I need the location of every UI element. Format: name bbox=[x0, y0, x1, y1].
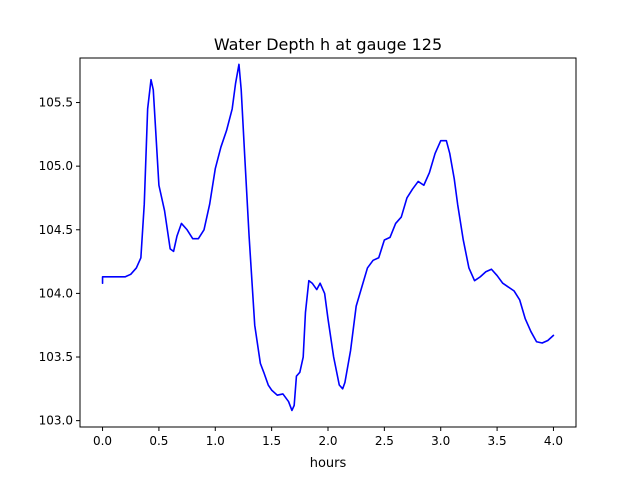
x-tick-label: 3.5 bbox=[488, 434, 507, 448]
y-tick-label: 104.5 bbox=[39, 223, 73, 237]
y-tick-label: 105.0 bbox=[39, 159, 73, 173]
series-line-0 bbox=[101, 63, 555, 412]
x-tick-label: 4.0 bbox=[544, 434, 563, 448]
x-tick-label: 2.5 bbox=[375, 434, 394, 448]
x-tick-label: 0.0 bbox=[93, 434, 112, 448]
x-tick-label: 2.0 bbox=[318, 434, 337, 448]
y-tick-label: 104.0 bbox=[39, 286, 73, 300]
x-tick-label: 0.5 bbox=[149, 434, 168, 448]
x-axis-label: hours bbox=[310, 456, 347, 471]
x-tick-label: 3.0 bbox=[431, 434, 450, 448]
axes: 0.0 0.5 1.0 1.5 2.0 2.5 3.0 3.5 4.0 103.0 103.5 104… bbox=[39, 57, 577, 448]
x-tick-label: 1.5 bbox=[262, 434, 281, 448]
plot-area bbox=[101, 63, 555, 412]
y-tick-label: 103.0 bbox=[39, 414, 73, 428]
chart-title: Water Depth h at gauge 125 bbox=[214, 35, 442, 54]
x-tick-label: 1.0 bbox=[206, 434, 225, 448]
y-tick-label: 105.5 bbox=[39, 96, 73, 110]
y-tick-label: 103.5 bbox=[39, 350, 73, 364]
